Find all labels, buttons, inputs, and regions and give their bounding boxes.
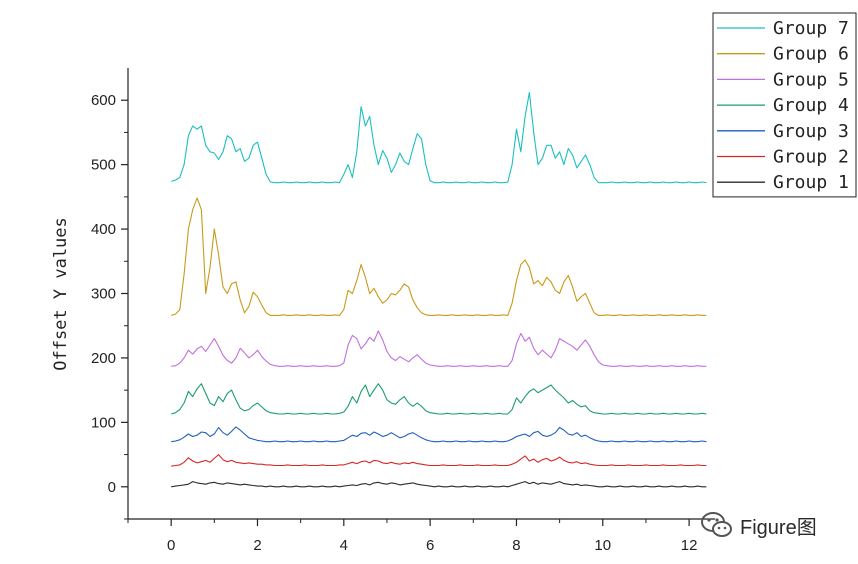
legend-label: Group 7 [773,18,849,39]
watermark: Figure图 [700,508,850,542]
y-tick-label: 600 [91,92,116,109]
x-tick-label: 12 [681,537,698,554]
series-line-group-5 [171,330,707,367]
series-layer [171,91,707,488]
series-line-group-1 [171,481,707,488]
y-tick-label: 100 [91,414,116,431]
wechat-icon [701,512,732,537]
series-line-group-6 [171,197,707,316]
legend-label: Group 2 [773,147,849,168]
x-tick-label: 10 [594,537,611,554]
ticks: 0 100 200 300 400 500 600 0 2 4 6 8 10 12 [91,92,697,554]
series-line-group-4 [171,383,707,415]
x-tick-label: 8 [512,537,520,554]
series-line-group-2 [171,454,707,467]
legend-label: Group 3 [773,121,849,142]
x-tick-label: 4 [340,537,348,554]
x-tick-label: 0 [167,537,175,554]
y-tick-label: 300 [91,286,116,303]
watermark-text: Figure图 [740,516,817,539]
legend-label: Group 6 [773,44,849,65]
legend[interactable]: Group 7 Group 6 Group 5 Group 4 Group 3 Group… [712,12,857,198]
legend-label: Group 1 [773,172,849,193]
y-tick-label: 0 [108,479,116,496]
series-line-group-3 [171,426,707,443]
y-tick-label: 500 [91,157,116,174]
y-tick-label: 400 [91,221,116,238]
legend-label: Group 5 [773,69,849,90]
legend-label: Group 4 [773,95,849,116]
y-tick-label: 200 [91,350,116,367]
y-axis-title: Offset Y values [51,217,71,371]
axes [127,68,715,520]
x-tick-label: 2 [253,537,261,554]
x-tick-label: 6 [426,537,434,554]
series-line-group-7 [171,91,707,184]
